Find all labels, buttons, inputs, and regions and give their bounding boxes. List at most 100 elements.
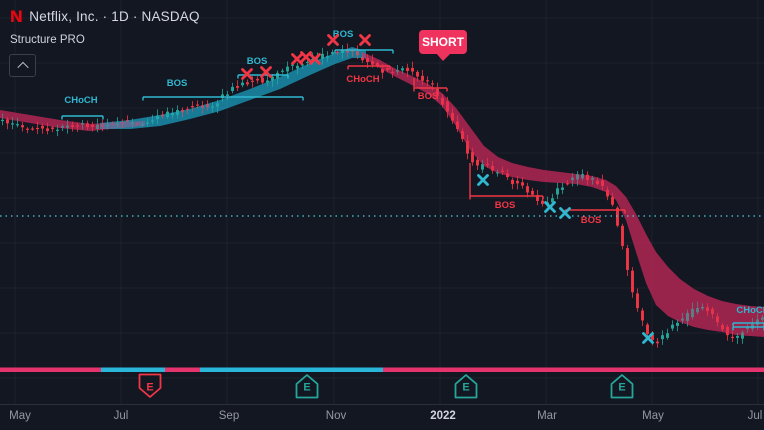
candle (126, 120, 129, 122)
candle (511, 179, 514, 185)
earnings-beat-icon[interactable]: E (295, 374, 319, 399)
candle (671, 324, 674, 329)
candle (66, 125, 69, 128)
earnings-letter: E (146, 382, 153, 394)
time-axis-label: Mar (537, 410, 557, 422)
candle (61, 126, 64, 128)
candle (641, 310, 644, 321)
candle (736, 335, 739, 338)
structure-label: BOS (418, 91, 439, 102)
candle (136, 123, 139, 125)
earnings-letter: E (303, 382, 310, 394)
candle (26, 128, 29, 130)
candle (186, 108, 189, 111)
candle (491, 165, 494, 171)
chart-legend[interactable]: N Netflix, Inc. · 1D · NASDAQ (10, 8, 200, 25)
candle (176, 110, 179, 115)
legend-collapse-button[interactable] (9, 54, 36, 77)
candle (461, 131, 464, 139)
candle (501, 170, 504, 172)
time-axis-label: Sep (219, 410, 239, 422)
candle (386, 68, 389, 70)
short-label-text: SHORT (422, 35, 465, 49)
candle (286, 66, 289, 72)
candle (601, 180, 604, 186)
x-marker-icon (300, 51, 312, 63)
indicator-title[interactable]: Structure PRO (10, 34, 85, 46)
signal-markers (241, 34, 654, 344)
candle (726, 326, 729, 336)
candle (331, 52, 334, 54)
candle (621, 225, 624, 246)
candle (391, 71, 394, 74)
candle (701, 306, 704, 309)
candle (576, 174, 579, 180)
candle (506, 173, 509, 178)
candle (191, 105, 194, 108)
candle (121, 122, 124, 124)
candle (206, 103, 209, 108)
candle (681, 318, 684, 321)
symbol-title[interactable]: Netflix, Inc. · 1D · NASDAQ (29, 9, 200, 24)
ribbon-bear (362, 52, 764, 337)
short-signal-label: SHORT (419, 30, 467, 61)
earnings-miss-icon[interactable]: E (138, 373, 162, 398)
candle (406, 67, 409, 72)
candle (666, 333, 669, 338)
candle (581, 174, 584, 179)
candle (341, 49, 344, 53)
ribbon-bear (362, 52, 764, 337)
candle (166, 111, 169, 118)
candle (291, 64, 294, 66)
candle (441, 97, 444, 105)
time-axis-label: Jul (114, 410, 129, 422)
chevron-up-icon (16, 61, 29, 73)
candle (476, 159, 479, 166)
candle (221, 94, 224, 99)
candle (661, 335, 664, 340)
candle (396, 70, 399, 72)
time-axis-label: May (642, 410, 664, 422)
candle (266, 80, 269, 83)
earnings-beat-icon[interactable]: E (610, 374, 634, 399)
x-marker-icon (642, 332, 654, 344)
candle (41, 125, 44, 129)
candle (436, 88, 439, 96)
candle (141, 124, 144, 126)
ribbon-bull (100, 47, 366, 129)
earnings-badge-shape (295, 374, 319, 399)
structure-label: CHoCH (64, 95, 97, 106)
x-marker-icon (544, 201, 556, 213)
candle (411, 68, 414, 72)
trend-bar-segment (383, 367, 764, 372)
time-axis-label: May (9, 410, 31, 422)
candle (691, 308, 694, 318)
candle (586, 174, 589, 181)
earnings-beat-icon[interactable]: E (454, 374, 478, 399)
candle (711, 309, 714, 315)
candle (456, 121, 459, 129)
candle (36, 127, 39, 130)
earnings-letter: E (618, 382, 625, 394)
earnings-badge-shape (610, 374, 634, 399)
candle (741, 332, 744, 339)
candle (721, 324, 724, 330)
netflix-logo: N (10, 7, 23, 26)
candle (426, 80, 429, 82)
candle (101, 124, 104, 127)
candle (181, 109, 184, 113)
candle (231, 86, 234, 92)
candle (261, 77, 264, 83)
candle (356, 51, 359, 56)
candle (616, 207, 619, 226)
structure-label: CHoCH (346, 74, 379, 85)
time-axis[interactable]: May Jul Sep Nov 2022 Mar May Jul (9, 410, 762, 422)
candle (86, 123, 89, 128)
candle (106, 124, 109, 127)
candle (226, 94, 229, 97)
x-marker-icon (477, 174, 489, 186)
candle (76, 125, 79, 127)
candle (731, 336, 734, 339)
